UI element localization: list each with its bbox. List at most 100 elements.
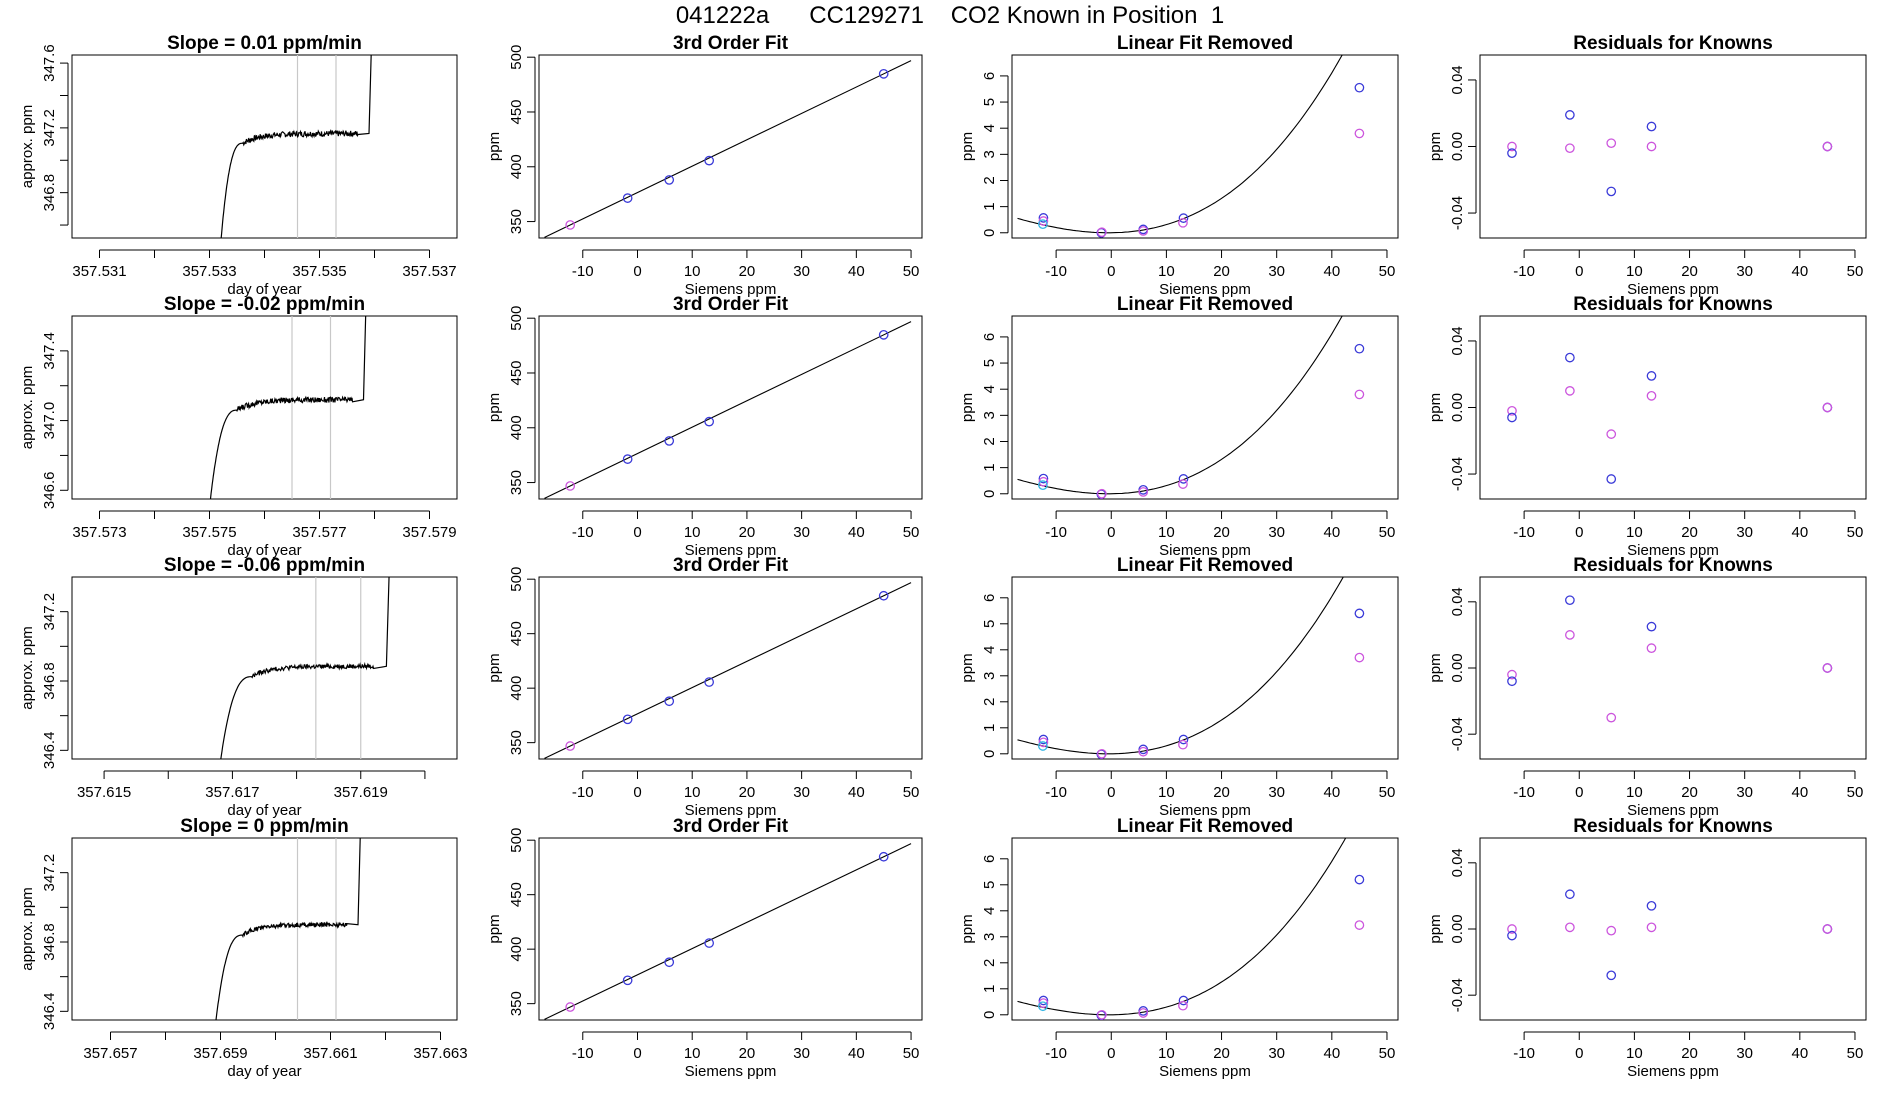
y-axis-label: ppm [959, 653, 976, 682]
y-tick-label: 400 [508, 676, 525, 701]
y-tick-label: 350 [508, 730, 525, 755]
plot-area [1017, 838, 1365, 1020]
x-axis-label: Siemens ppm [685, 542, 777, 559]
data-point [664, 957, 675, 968]
x-tick-label: 30 [793, 1045, 810, 1062]
data-point [1822, 924, 1833, 934]
x-tick-label: 357.575 [182, 524, 236, 541]
data-point [1507, 924, 1517, 934]
y-tick-label: 500 [508, 567, 525, 592]
x-tick-label: 50 [1379, 524, 1396, 541]
data-point [1138, 487, 1149, 497]
y-tick-label: 4 [981, 124, 998, 132]
x-tick-label: 10 [1158, 1045, 1175, 1062]
y-tick-label: 400 [508, 937, 525, 962]
x-axis-label: day of year [227, 281, 301, 298]
panel-title: Residuals for Knowns [1573, 816, 1773, 837]
data-point [1138, 746, 1149, 757]
y-axis-label: ppm [486, 393, 503, 422]
trace-line [220, 577, 390, 759]
plot-area [1507, 352, 1833, 484]
data-point [565, 1002, 576, 1012]
panel-title: Slope = 0.01 ppm/min [167, 33, 362, 54]
panel-fit-row-2: 3rd Order Fit -10 0 10 20 30 40 50 Siemens ppm 35… [486, 294, 923, 559]
fit-line [544, 582, 912, 759]
data-point [1606, 429, 1617, 439]
y-tick-label: 1 [981, 463, 998, 471]
x-tick-label: 357.659 [193, 1045, 247, 1062]
data-point [704, 155, 715, 166]
x-tick-label: 357.573 [72, 524, 126, 541]
x-tick-label: 0 [1107, 1045, 1115, 1062]
data-point [878, 68, 889, 79]
y-tick-label: 6 [981, 855, 998, 863]
x-tick-label: 40 [1791, 784, 1808, 801]
y-axis-label: ppm [959, 132, 976, 161]
panel-trace-row-1: Slope = 0.01 ppm/min 357.531 357.533 357.53… [19, 33, 458, 298]
data-point [878, 329, 889, 340]
data-point [1097, 488, 1107, 499]
y-tick-label: 347.2 [41, 593, 58, 631]
data-point [1565, 352, 1575, 363]
x-tick-label: 0 [1575, 784, 1583, 801]
plot-area [1017, 316, 1365, 499]
x-tick-label: 357.537 [402, 263, 456, 280]
x-tick-label: 50 [1847, 784, 1864, 801]
panel-linear-row-2: Linear Fit Removed-10 0 10 20 30 40 50Siemens … [959, 294, 1399, 559]
data-point [1354, 343, 1365, 354]
data-point [1606, 925, 1617, 936]
x-tick-label: 10 [684, 784, 701, 801]
x-tick-label: 0 [1575, 524, 1583, 541]
data-point [1178, 217, 1188, 228]
x-tick-label: -10 [572, 1045, 594, 1062]
x-tick-label: 10 [684, 263, 701, 280]
y-tick-label: 450 [508, 99, 525, 124]
x-tick-label: 20 [1213, 784, 1230, 801]
data-point [1038, 476, 1049, 487]
x-tick-label: 20 [1213, 524, 1230, 541]
y-tick-label: 4 [981, 646, 998, 654]
x-axis-label: Siemens ppm [1159, 1063, 1251, 1080]
data-point [1038, 473, 1049, 484]
y-tick-label: 2 [981, 176, 998, 184]
plot-frame [538, 576, 923, 760]
x-tick-label: -10 [572, 524, 594, 541]
panel-title: Slope = -0.06 ppm/min [164, 555, 365, 576]
data-point [878, 590, 889, 601]
x-tick-label: 10 [684, 1045, 701, 1062]
y-axis-label: ppm [1427, 393, 1444, 422]
panel-title: Linear Fit Removed [1117, 816, 1293, 837]
y-tick-label: 346.8 [41, 923, 58, 961]
x-tick-label: 50 [1379, 784, 1396, 801]
data-point [1606, 138, 1617, 149]
y-tick-label: 3 [981, 150, 998, 158]
x-tick-label: 40 [848, 524, 865, 541]
plot-frame [71, 54, 458, 239]
panel-trace-row-2: Slope = -0.02 ppm/min 357.573 357.575 357.5… [19, 294, 458, 559]
y-tick-label: -0.04 [1449, 717, 1466, 751]
y-tick-label: 0.00 [1449, 914, 1466, 943]
plot-frame [538, 315, 923, 500]
x-axis-label: Siemens ppm [1627, 542, 1719, 559]
x-axis-label: day of year [227, 1063, 301, 1080]
plot-area [1017, 577, 1365, 759]
plot-frame [1479, 315, 1867, 500]
y-tick-label: 0.04 [1449, 587, 1466, 616]
data-point [704, 416, 715, 427]
data-point [622, 714, 633, 725]
x-tick-label: 40 [1791, 1045, 1808, 1062]
data-point [1646, 391, 1657, 401]
x-tick-label: 357.535 [292, 263, 346, 280]
x-axis-label: day of year [227, 542, 301, 559]
x-tick-label: 0 [633, 524, 641, 541]
x-tick-label: 20 [1213, 1045, 1230, 1062]
x-tick-label: 10 [1158, 524, 1175, 541]
x-tick-label: 30 [793, 524, 810, 541]
x-tick-label: 50 [903, 524, 920, 541]
data-point [1178, 213, 1189, 223]
data-point [1606, 186, 1617, 197]
x-tick-label: 10 [1158, 784, 1175, 801]
x-tick-label: 40 [1323, 784, 1340, 801]
quadratic-curve [1017, 55, 1343, 234]
x-tick-label: 20 [739, 784, 756, 801]
